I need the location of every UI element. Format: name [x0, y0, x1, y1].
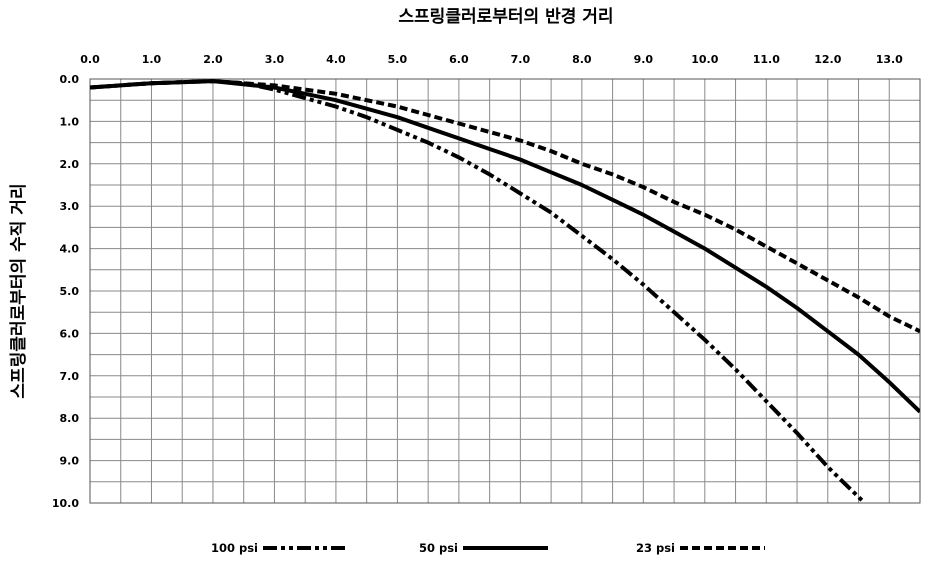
y-tick-label: 4.0: [60, 243, 80, 256]
x-tick-label: 1.0: [142, 53, 162, 66]
series-line-2: [90, 79, 920, 334]
x-tick-label: 0.0: [80, 53, 100, 66]
x-tick-label: 5.0: [388, 53, 408, 66]
tick-labels: 0.0 1.0 2.0 3.0 4.0 5.0 6.0 7.0 8.0 9.0 10.0 11.0 12…: [52, 53, 903, 510]
x-tick-label: 9.0: [634, 53, 654, 66]
legend-label: 100 psi: [211, 541, 258, 555]
y-tick-label: 0.0: [60, 73, 80, 86]
x-tick-label: 12.0: [814, 53, 841, 66]
series-line-1: [90, 79, 920, 414]
x-tick-label: 7.0: [511, 53, 531, 66]
y-tick-label: 6.0: [60, 327, 80, 340]
y-tick-label: 9.0: [60, 455, 80, 468]
x-tick-label: 11.0: [753, 53, 780, 66]
x-tick-label: 4.0: [326, 53, 346, 66]
chart-title: 스프링클러로부터의 반경 거리: [398, 7, 613, 27]
y-tick-label: 7.0: [60, 370, 80, 383]
legend: 100 psi 50 psi 23 psi: [211, 541, 765, 555]
plot-frame: [89, 78, 921, 504]
x-tick-label: 6.0: [449, 53, 469, 66]
x-tick-label: 10.0: [691, 53, 718, 66]
series-lines: [90, 79, 920, 505]
y-tick-label: 1.0: [60, 115, 80, 128]
y-tick-label: 2.0: [60, 158, 80, 171]
y-tick-label: 10.0: [52, 497, 79, 510]
legend-label: 50 psi: [419, 541, 458, 555]
x-tick-label: 8.0: [572, 53, 592, 66]
x-tick-label: 13.0: [876, 53, 903, 66]
y-tick-label: 3.0: [60, 200, 80, 213]
legend-label: 23 psi: [636, 541, 675, 555]
y-axis-title: 스프링클러로부터의 수직 거리: [9, 183, 29, 398]
grid: [89, 78, 921, 504]
x-tick-label: 3.0: [265, 53, 285, 66]
x-tick-label: 2.0: [203, 53, 223, 66]
y-tick-label: 8.0: [60, 412, 80, 425]
y-tick-label: 5.0: [60, 285, 80, 298]
